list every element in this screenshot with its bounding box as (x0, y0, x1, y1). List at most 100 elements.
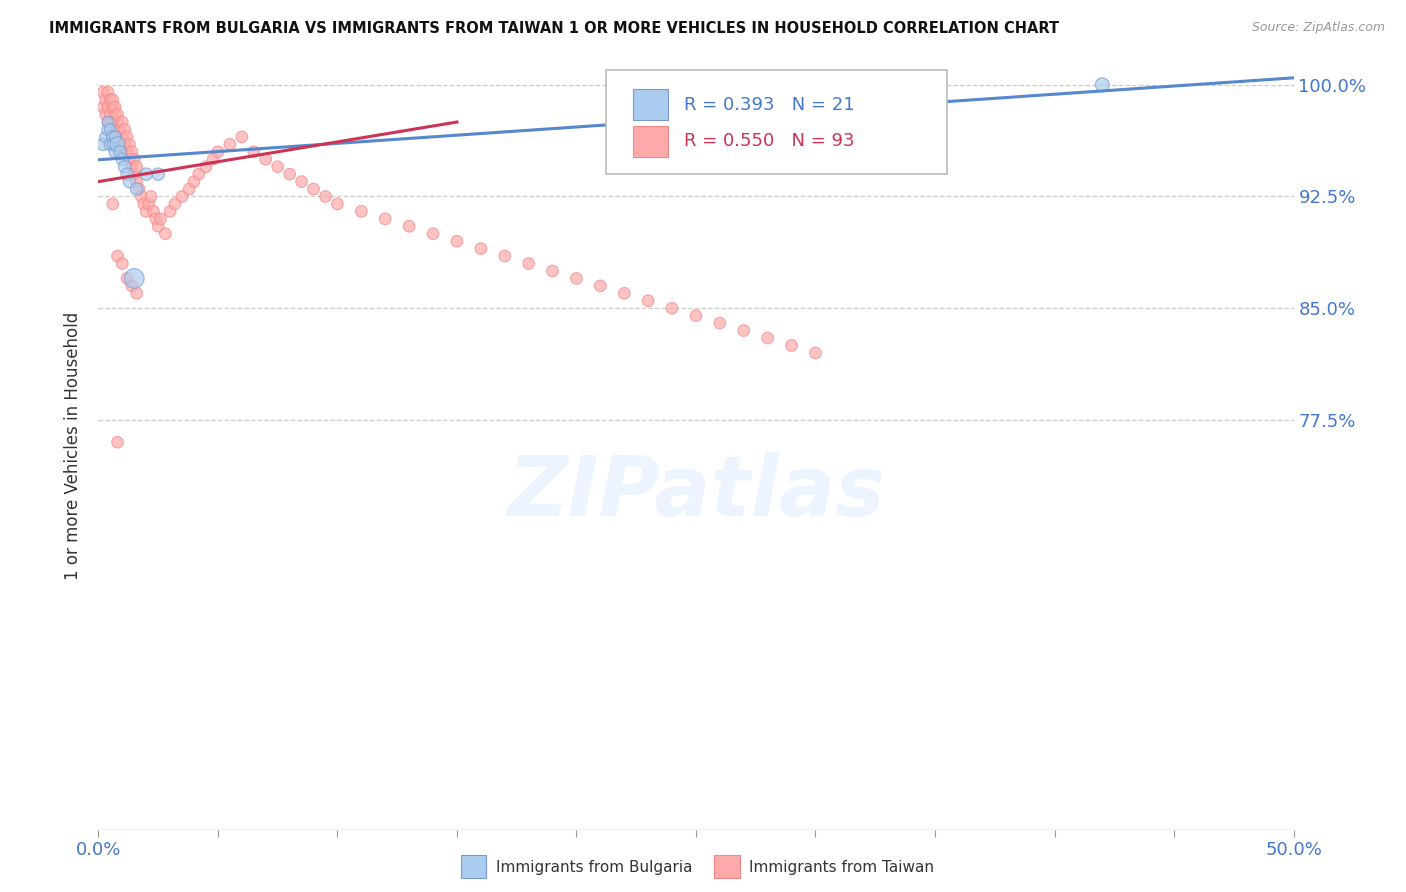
Point (326, 197, 349, 211)
Point (101, 93, 124, 107)
FancyBboxPatch shape (606, 70, 948, 174)
Point (98, 93, 122, 107)
Point (101, 100, 124, 114)
Point (121, 160, 143, 174)
Point (104, 122, 127, 136)
Point (101, 115, 124, 129)
Point (98, 115, 122, 129)
Point (94, 129, 117, 144)
Point (661, 301, 683, 316)
Point (114, 137, 136, 152)
Point (111, 256, 134, 270)
Point (163, 197, 186, 211)
Point (541, 264, 564, 278)
Point (104, 129, 127, 144)
Point (733, 324, 755, 338)
Point (97, 122, 120, 136)
Point (94, 107, 117, 121)
Point (155, 227, 177, 241)
Point (565, 271, 588, 285)
Point (470, 242, 492, 256)
Point (118, 137, 141, 152)
Point (446, 234, 468, 248)
Point (107, 435, 129, 450)
Point (121, 278, 143, 293)
Bar (633, 89, 668, 120)
Point (179, 182, 201, 196)
Point (148, 219, 170, 234)
Point (756, 331, 779, 345)
Point (148, 167, 170, 181)
Point (107, 249, 129, 263)
Point (125, 175, 148, 189)
Point (219, 137, 242, 152)
Point (111, 129, 134, 144)
Point (254, 153, 277, 167)
Point (108, 145, 131, 159)
Point (121, 145, 143, 159)
Point (124, 153, 146, 167)
Point (132, 197, 155, 211)
Point (111, 145, 134, 159)
Point (94, 93, 117, 107)
Point (104, 100, 127, 114)
Point (278, 167, 301, 181)
Point (115, 167, 138, 181)
Point (131, 189, 153, 203)
Point (267, 160, 290, 174)
Point (111, 153, 134, 167)
Point (115, 145, 138, 159)
Text: R = 0.550   N = 93: R = 0.550 N = 93 (685, 132, 855, 151)
Bar (633, 126, 668, 157)
Point (115, 129, 138, 144)
Y-axis label: 1 or more Vehicles in Household: 1 or more Vehicles in Household (65, 312, 83, 580)
Point (107, 129, 129, 144)
Point (613, 286, 636, 301)
Point (637, 293, 659, 308)
Point (98, 137, 122, 152)
Point (804, 346, 827, 360)
Point (104, 107, 127, 121)
Point (202, 153, 225, 167)
Point (780, 338, 803, 352)
Point (91, 137, 114, 152)
Point (107, 107, 129, 121)
Point (183, 175, 205, 189)
Point (142, 204, 165, 219)
Point (138, 197, 160, 211)
Point (709, 316, 731, 330)
Point (125, 286, 148, 301)
Text: Immigrants from Taiwan: Immigrants from Taiwan (749, 860, 935, 874)
Point (101, 129, 124, 144)
Point (125, 182, 148, 196)
Point (207, 145, 229, 159)
Point (98, 107, 122, 121)
Point (135, 204, 157, 219)
Point (302, 182, 325, 196)
Point (1091, 78, 1114, 92)
Point (124, 271, 146, 285)
Point (98, 122, 122, 136)
Point (398, 219, 420, 234)
Point (685, 309, 707, 323)
Point (374, 211, 396, 226)
Point (135, 167, 157, 181)
Point (115, 271, 138, 285)
Point (494, 249, 516, 263)
Point (104, 145, 127, 159)
Point (108, 137, 131, 152)
Point (291, 175, 314, 189)
Point (195, 160, 218, 174)
Point (97, 85, 120, 99)
Point (97, 100, 120, 114)
Point (187, 167, 209, 181)
Point (124, 167, 146, 181)
Point (422, 227, 444, 241)
Point (97, 115, 120, 129)
Point (118, 153, 141, 167)
Point (125, 160, 148, 174)
Point (350, 204, 373, 219)
Text: Immigrants from Bulgaria: Immigrants from Bulgaria (496, 860, 693, 874)
Point (128, 182, 150, 196)
Text: R = 0.393   N = 21: R = 0.393 N = 21 (685, 95, 855, 113)
